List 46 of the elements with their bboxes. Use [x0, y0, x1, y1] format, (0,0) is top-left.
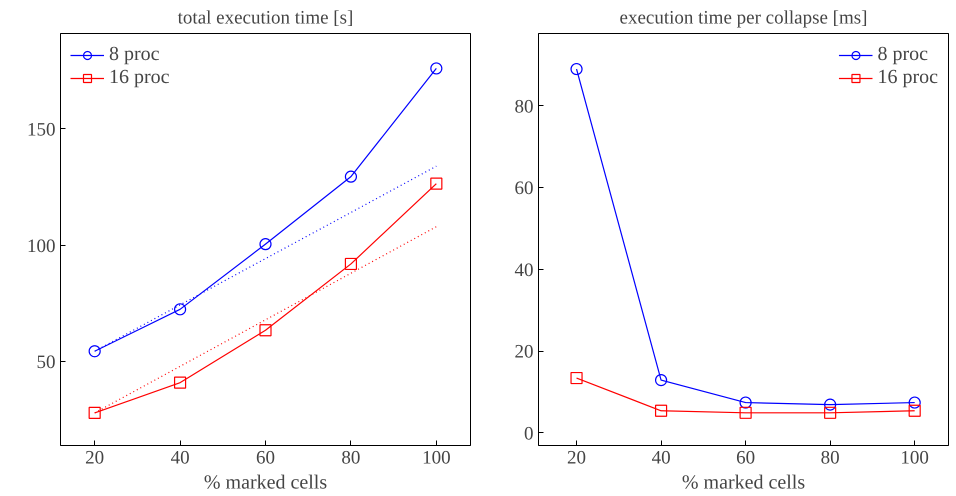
point: [344, 170, 358, 183]
y-tick-label: 150: [27, 119, 56, 140]
x-tick-label: 40: [170, 448, 190, 468]
y-tick-label: 60: [514, 178, 534, 200]
y-tick-label: 50: [36, 352, 56, 374]
point: [740, 396, 752, 409]
point: [88, 406, 101, 420]
point: [344, 258, 358, 270]
y-tick-label: 0: [524, 423, 534, 444]
point: [654, 374, 668, 386]
point: [430, 178, 442, 190]
y-tick-label: 20: [514, 342, 534, 363]
point: [824, 406, 836, 419]
point: [174, 303, 186, 316]
x-tick-label: 20: [85, 448, 104, 468]
y-tick-label: 80: [514, 96, 534, 118]
point: [174, 376, 186, 389]
point: [430, 62, 442, 75]
x-axis-title: % marked cells: [204, 472, 328, 494]
x-tick-label: 60: [736, 448, 756, 468]
y-tick-label: 40: [514, 260, 534, 281]
point: [654, 404, 668, 417]
point: [259, 324, 272, 336]
legend-label: 8 proc: [877, 43, 928, 66]
x-tick-label: 100: [422, 448, 451, 468]
point: [88, 345, 101, 358]
point: [740, 406, 752, 419]
point: [908, 404, 921, 417]
x-tick-label: 80: [341, 448, 360, 468]
x-tick-label: 20: [567, 448, 586, 468]
x-tick-label: 40: [652, 448, 671, 468]
y-tick-label: 100: [27, 236, 56, 257]
point: [908, 396, 921, 409]
point: [570, 62, 583, 76]
chart-title: execution time per collapse [ms]: [620, 8, 868, 28]
point: [570, 372, 583, 384]
point: [259, 238, 272, 250]
chart-title: total execution time [s]: [178, 8, 354, 28]
x-tick-label: 80: [820, 448, 840, 468]
legend-label: 16 proc: [877, 66, 938, 89]
point: [824, 398, 836, 411]
x-tick-label: 60: [256, 448, 275, 468]
legend-label: 8 proc: [109, 43, 160, 66]
x-tick-label: 100: [900, 448, 929, 468]
x-axis-title: % marked cells: [682, 472, 806, 494]
legend-label: 16 proc: [109, 66, 170, 89]
